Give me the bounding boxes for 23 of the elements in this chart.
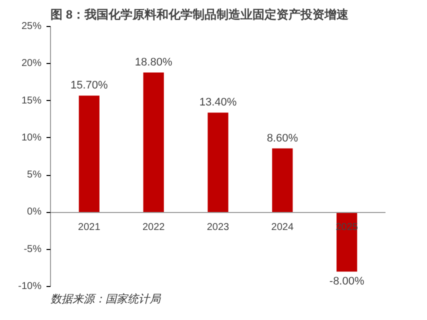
y-tick-label: 10% — [21, 132, 42, 144]
y-tick-label: 5% — [27, 170, 42, 181]
bar — [272, 148, 293, 212]
x-tick-label: 2023 — [206, 222, 230, 234]
source-note: 数据来源：国家统计局 — [50, 292, 162, 306]
y-tick-label: 0% — [27, 206, 42, 218]
y-tick-label: -10% — [18, 281, 42, 292]
x-tick-label: 2021 — [78, 222, 101, 234]
y-tick-label: 20% — [21, 58, 42, 70]
data-label: 13.40% — [199, 96, 237, 109]
data-label: 18.80% — [134, 56, 172, 69]
data-label: 15.70% — [70, 80, 108, 92]
bar — [208, 112, 228, 212]
chart-title: 图 8：我国化学原料和化学制品制造业固定资产投资增速 — [50, 8, 350, 22]
x-tick-label: 2022 — [142, 222, 166, 234]
x-tick-label: 2024 — [271, 222, 294, 234]
y-tick-label: 25% — [21, 21, 42, 32]
data-label: -8.00% — [329, 276, 364, 288]
bar — [143, 72, 164, 212]
bar — [78, 96, 100, 212]
y-tick-label: -5% — [24, 244, 42, 255]
data-label: 8.60% — [266, 132, 298, 144]
y-tick-label: 15% — [21, 95, 42, 106]
